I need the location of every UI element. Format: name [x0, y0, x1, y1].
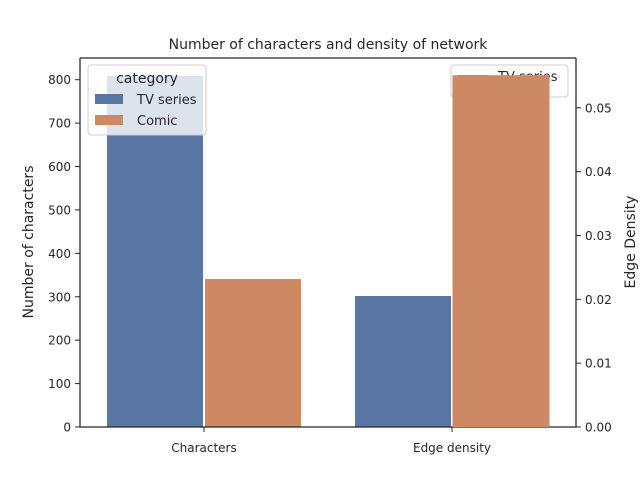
y-right-tick-label: 0.00	[585, 421, 612, 435]
y-left-tick-label: 100	[48, 377, 71, 391]
bar-comic-edge-density-overlay	[452, 75, 550, 427]
legend-left-swatch-comic	[95, 115, 123, 125]
chart-title: Number of characters and density of netw…	[169, 37, 489, 53]
legend-left-label-comic: Comic	[137, 114, 177, 129]
y-left-tick-label: 700	[48, 117, 71, 131]
legend-left-label-tv-series: TV series	[136, 93, 197, 108]
legend-right: TV series	[450, 64, 569, 427]
y-right-tick-label: 0.04	[585, 165, 612, 179]
y-axis-right-label: Edge Density	[623, 196, 639, 289]
bar-tv-series-edge-density	[354, 294, 452, 428]
y-left-tick-label: 300	[48, 290, 71, 304]
y-left-tick-label: 500	[48, 203, 71, 217]
legend-left-swatch-tv-series	[95, 94, 123, 104]
y-left-tick-label: 600	[48, 160, 71, 174]
x-tick-label: Edge density	[413, 441, 491, 455]
y-right-tick-label: 0.05	[585, 101, 612, 115]
legend-left: category TV series Comic	[87, 64, 207, 136]
y-right-tick-label: 0.02	[585, 293, 612, 307]
y-left-tick-label: 0	[63, 421, 71, 435]
y-left-tick-label: 200	[48, 334, 71, 348]
bar-comic-characters	[204, 278, 302, 428]
axes-layer: 0 100 200 300 400 500 600 700 800 0.00 0.01 0.02 0.0…	[48, 57, 612, 455]
legend-left-title: category	[116, 71, 178, 87]
y-right-tick-label: 0.01	[585, 357, 612, 371]
y-right-tick-label: 0.03	[585, 229, 612, 243]
y-left-tick-label: 800	[48, 73, 71, 87]
x-tick-label: Characters	[171, 441, 237, 455]
y-left-tick-label: 400	[48, 247, 71, 261]
y-axis-left-label: Number of characters	[21, 166, 37, 319]
